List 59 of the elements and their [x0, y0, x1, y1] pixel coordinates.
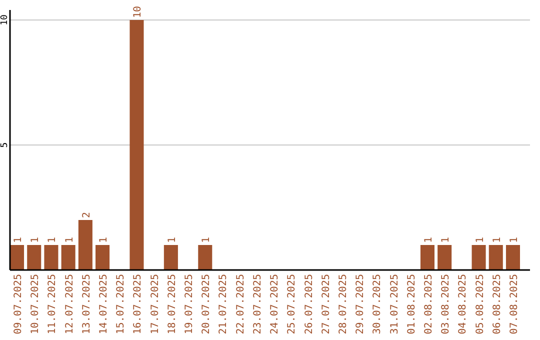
x-tick-label: 04.08.2025 — [458, 274, 469, 334]
x-tick-label: 21.07.2025 — [218, 274, 230, 334]
x-tick-label: 24.07.2025 — [270, 274, 281, 334]
x-tick-label: 10.07.2025 — [30, 274, 42, 334]
data-label: 10 — [132, 6, 144, 18]
data-label: 1 — [474, 236, 486, 243]
data-label: 1 — [64, 236, 76, 243]
bar — [61, 245, 76, 270]
bar — [10, 245, 24, 270]
data-label: 1 — [492, 236, 503, 243]
data-label: 1 — [423, 236, 434, 243]
x-tick-label: 03.08.2025 — [440, 274, 452, 334]
x-tick-label: 31.07.2025 — [389, 274, 400, 334]
x-tick-label: 23.07.2025 — [252, 274, 264, 334]
bar — [506, 245, 520, 270]
bar — [164, 245, 178, 270]
x-tick-label: 22.07.2025 — [235, 274, 246, 334]
data-label: 1 — [13, 236, 24, 243]
x-tick-label: 13.07.2025 — [81, 274, 92, 334]
x-tick-label: 26.07.2025 — [304, 274, 315, 334]
bar — [488, 245, 503, 270]
x-tick-label: 20.07.2025 — [201, 274, 212, 334]
x-tick-label: 25.07.2025 — [286, 274, 298, 334]
x-tick-label: 14.07.2025 — [98, 274, 110, 334]
x-tick-label: 02.08.2025 — [423, 274, 434, 334]
data-label: 1 — [166, 236, 178, 243]
x-tick-label: 05.08.2025 — [474, 274, 486, 334]
bar — [27, 245, 42, 270]
bar — [96, 245, 110, 270]
x-tick-label: 06.08.2025 — [492, 274, 503, 334]
data-label: 1 — [47, 236, 58, 243]
x-tick-label: 30.07.2025 — [372, 274, 384, 334]
data-label: 2 — [81, 212, 92, 218]
x-tick-label: 16.07.2025 — [132, 274, 144, 334]
x-tick-label: 27.07.2025 — [320, 274, 332, 334]
x-tick-label: 11.07.2025 — [47, 274, 58, 334]
x-tick-label: 18.07.2025 — [166, 274, 178, 334]
x-tick-label: 09.07.2025 — [13, 274, 24, 334]
data-label: 1 — [201, 236, 212, 243]
bar — [198, 245, 212, 270]
x-tick-label: 19.07.2025 — [184, 274, 196, 334]
data-label: 1 — [30, 236, 42, 243]
x-tick-label: 01.08.2025 — [406, 274, 418, 334]
x-tick-label: 29.07.2025 — [355, 274, 366, 334]
data-label: 1 — [508, 236, 520, 243]
bar — [44, 245, 58, 270]
x-tick-label: 28.07.2025 — [338, 274, 349, 334]
bar — [472, 245, 486, 270]
data-label: 1 — [440, 236, 452, 243]
x-tick-label: 17.07.2025 — [150, 274, 161, 334]
y-tick-label: 5 — [0, 142, 10, 148]
bar — [438, 245, 452, 270]
bar — [420, 245, 434, 270]
bar — [130, 20, 144, 270]
x-tick-label: 07.08.2025 — [508, 274, 520, 334]
bar — [78, 220, 92, 270]
data-label: 1 — [98, 236, 110, 243]
x-tick-label: 15.07.2025 — [116, 274, 127, 334]
x-tick-label: 12.07.2025 — [64, 274, 76, 334]
